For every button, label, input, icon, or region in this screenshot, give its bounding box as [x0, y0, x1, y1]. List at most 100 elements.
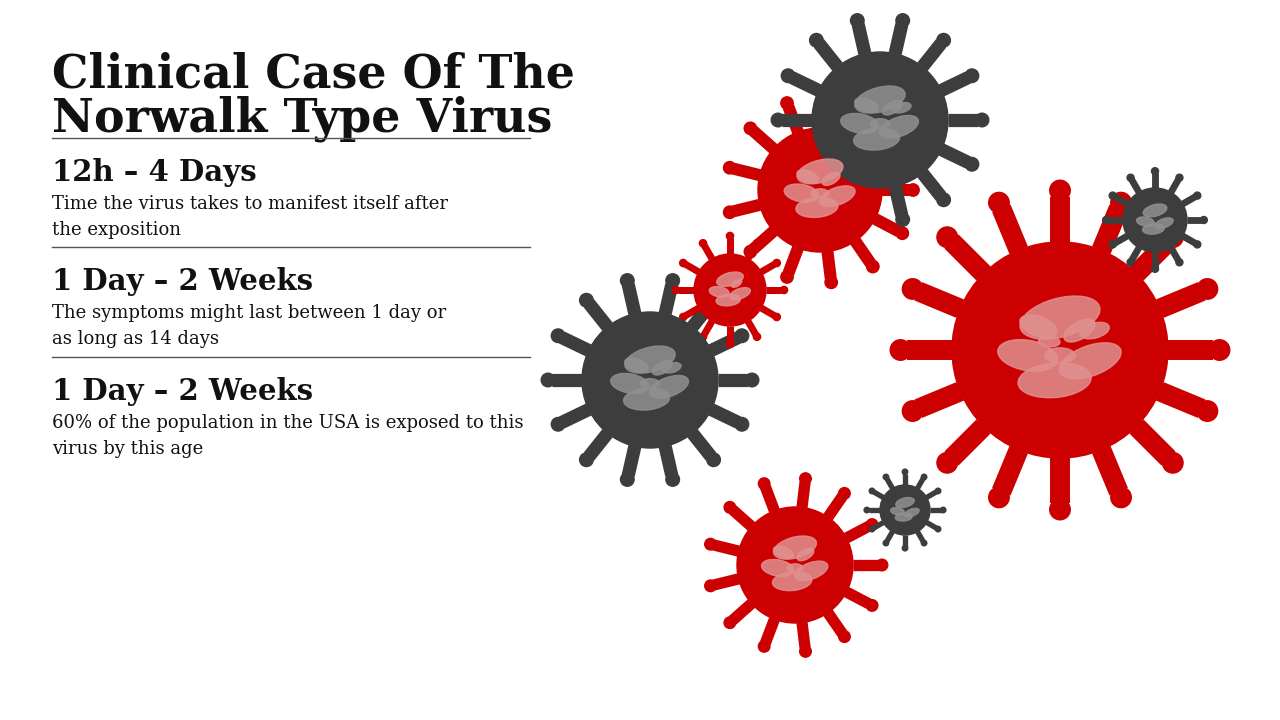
- Circle shape: [781, 287, 787, 294]
- Circle shape: [705, 580, 717, 592]
- Circle shape: [1102, 217, 1110, 223]
- Circle shape: [869, 488, 874, 494]
- Circle shape: [826, 276, 837, 289]
- Ellipse shape: [1044, 348, 1075, 363]
- Circle shape: [1123, 188, 1187, 252]
- Circle shape: [666, 472, 680, 486]
- Ellipse shape: [731, 279, 741, 287]
- Circle shape: [621, 472, 634, 486]
- Circle shape: [965, 158, 979, 171]
- Ellipse shape: [773, 536, 817, 559]
- Circle shape: [877, 559, 888, 571]
- Ellipse shape: [797, 170, 818, 183]
- Ellipse shape: [1143, 204, 1167, 217]
- Ellipse shape: [653, 361, 672, 375]
- Ellipse shape: [891, 508, 905, 515]
- Ellipse shape: [1038, 336, 1060, 347]
- Circle shape: [754, 240, 760, 247]
- Ellipse shape: [895, 513, 913, 521]
- Ellipse shape: [841, 114, 878, 133]
- Ellipse shape: [1020, 315, 1057, 338]
- Circle shape: [699, 240, 707, 247]
- Circle shape: [758, 478, 771, 490]
- Circle shape: [754, 333, 760, 341]
- Circle shape: [745, 373, 759, 387]
- Circle shape: [896, 227, 909, 240]
- Circle shape: [867, 600, 878, 611]
- Circle shape: [883, 540, 888, 546]
- Circle shape: [810, 33, 823, 47]
- Circle shape: [680, 313, 687, 320]
- Circle shape: [941, 508, 946, 513]
- Ellipse shape: [1020, 296, 1100, 339]
- Circle shape: [1201, 217, 1207, 223]
- Ellipse shape: [1155, 218, 1172, 228]
- Circle shape: [1152, 265, 1158, 272]
- Circle shape: [902, 469, 908, 474]
- Ellipse shape: [772, 572, 812, 590]
- Ellipse shape: [663, 363, 681, 373]
- Circle shape: [1194, 241, 1201, 248]
- Text: 1 Day – 2 Weeks: 1 Day – 2 Weeks: [52, 267, 314, 296]
- Circle shape: [1197, 279, 1217, 300]
- Circle shape: [881, 485, 931, 535]
- Ellipse shape: [797, 159, 844, 184]
- Circle shape: [850, 212, 864, 226]
- Circle shape: [580, 294, 593, 307]
- Circle shape: [773, 313, 781, 320]
- Ellipse shape: [1064, 319, 1094, 342]
- Circle shape: [1111, 487, 1132, 508]
- Ellipse shape: [855, 86, 905, 113]
- Ellipse shape: [882, 101, 902, 115]
- Ellipse shape: [762, 559, 794, 577]
- Circle shape: [883, 474, 888, 480]
- Circle shape: [838, 631, 850, 642]
- Ellipse shape: [1018, 363, 1092, 397]
- Circle shape: [965, 69, 979, 83]
- Circle shape: [864, 508, 869, 513]
- Ellipse shape: [795, 561, 828, 580]
- Circle shape: [975, 113, 989, 127]
- Text: 12h – 4 Days: 12h – 4 Days: [52, 158, 257, 187]
- Circle shape: [727, 233, 733, 240]
- Circle shape: [937, 33, 950, 47]
- Circle shape: [1111, 192, 1132, 213]
- Circle shape: [1210, 340, 1230, 360]
- Circle shape: [1152, 168, 1158, 175]
- Text: Time the virus takes to manifest itself after
the exposition: Time the virus takes to manifest itself …: [52, 195, 448, 239]
- Circle shape: [867, 261, 879, 273]
- Circle shape: [1128, 258, 1134, 266]
- Circle shape: [735, 418, 749, 431]
- Text: 60% of the population in the USA is exposed to this
virus by this age: 60% of the population in the USA is expo…: [52, 414, 524, 458]
- Circle shape: [1197, 401, 1217, 421]
- Ellipse shape: [797, 549, 814, 561]
- Circle shape: [744, 246, 756, 258]
- Circle shape: [810, 193, 823, 207]
- Ellipse shape: [854, 128, 900, 150]
- Circle shape: [826, 91, 837, 104]
- Circle shape: [800, 473, 812, 485]
- Circle shape: [580, 453, 593, 467]
- Circle shape: [781, 271, 794, 283]
- Circle shape: [936, 526, 941, 532]
- Ellipse shape: [819, 186, 855, 207]
- Circle shape: [936, 488, 941, 494]
- Circle shape: [1110, 241, 1116, 248]
- Circle shape: [705, 539, 717, 550]
- Ellipse shape: [640, 379, 659, 388]
- Ellipse shape: [1143, 224, 1165, 234]
- Circle shape: [896, 212, 910, 226]
- Circle shape: [1050, 499, 1070, 520]
- Ellipse shape: [649, 375, 689, 398]
- Circle shape: [988, 487, 1009, 508]
- Circle shape: [1194, 192, 1201, 199]
- Ellipse shape: [879, 115, 919, 138]
- Circle shape: [838, 487, 850, 499]
- Circle shape: [781, 97, 794, 109]
- Circle shape: [952, 242, 1169, 458]
- Circle shape: [707, 294, 721, 307]
- Circle shape: [867, 519, 878, 531]
- Ellipse shape: [892, 102, 911, 113]
- Ellipse shape: [625, 358, 648, 372]
- Circle shape: [922, 474, 927, 480]
